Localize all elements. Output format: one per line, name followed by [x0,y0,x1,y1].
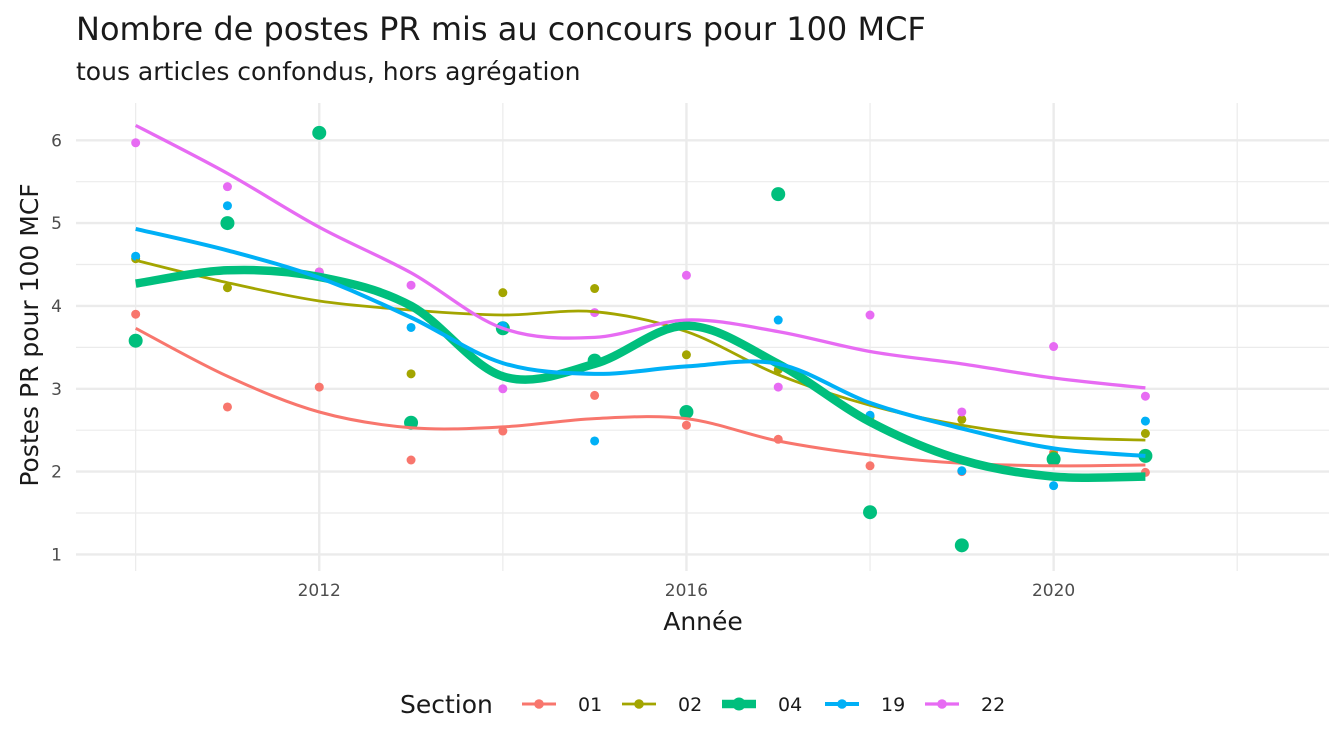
y-tick-label: 1 [51,545,62,565]
trend-line-01 [135,326,1146,468]
data-points [128,125,1153,553]
point-01 [222,402,232,412]
grid-major [76,103,1329,571]
point-02 [498,288,508,298]
x-tick-label: 2020 [1032,581,1075,601]
point-22 [406,280,416,290]
trend-line-04 [135,265,1146,483]
trend-line-19 [135,226,1146,458]
point-22 [131,138,141,148]
point-22 [1049,342,1059,352]
y-axis-title: Postes PR pour 100 MCF [15,183,44,486]
legend-item-22: 22 [925,694,1005,716]
x-tick-label: 2016 [665,581,708,601]
point-01 [865,461,875,471]
point-01 [131,309,141,319]
y-tick-label: 4 [51,297,62,317]
legend-key-point [837,699,847,709]
chart-subtitle: tous articles confondus, hors agrégation [76,57,581,86]
point-04 [679,404,694,419]
point-22 [1140,391,1150,401]
legend: Section 01 02 04 19 22 [400,690,1005,719]
legend-title: Section [400,690,493,719]
point-19 [131,251,141,261]
point-19 [222,201,232,211]
y-tick-label: 2 [51,463,62,483]
legend-label: 22 [981,694,1005,716]
point-02 [222,283,232,293]
point-04 [128,333,143,348]
point-01 [406,455,416,465]
point-01 [681,420,691,430]
point-02 [681,350,691,360]
point-19 [1140,416,1150,426]
point-04 [1046,452,1061,467]
legend-label: 01 [578,694,602,716]
point-04 [954,538,969,553]
legend-key-point [534,699,544,709]
chart-title: Nombre de postes PR mis au concours pour… [76,10,926,48]
legend-key-point [634,699,644,709]
point-01 [314,382,324,392]
point-19 [957,466,967,476]
y-tick-label: 6 [51,131,62,151]
legend-item-04: 04 [722,694,802,716]
point-22 [773,382,783,392]
point-22 [957,407,967,417]
legend-label: 02 [678,694,702,716]
point-04 [771,187,786,202]
point-04 [312,125,327,140]
trend-lines [134,123,1146,483]
point-04 [1138,448,1153,463]
legend-key-point [937,699,947,709]
legend-item-02: 02 [622,694,702,716]
point-04 [220,216,235,231]
point-22 [681,270,691,280]
point-01 [590,390,600,400]
legend-label: 04 [778,694,802,716]
point-22 [222,182,232,192]
legend-item-19: 19 [825,694,905,716]
trend-line-02 [135,259,1146,442]
point-22 [498,384,508,394]
point-02 [1140,428,1150,438]
point-02 [957,414,967,424]
legend-key-point [732,697,746,711]
y-tick-label: 3 [51,380,62,400]
point-19 [590,436,600,446]
grid-minor [76,103,1329,571]
x-axis-title: Année [663,607,743,636]
point-02 [406,369,416,379]
point-01 [498,426,508,436]
y-tick-label: 5 [51,214,62,234]
point-19 [406,322,416,332]
x-tick-labels: 2012 2016 2020 [298,581,1076,601]
trend-line-22 [134,123,1146,390]
point-22 [865,310,875,320]
legend-item-01: 01 [522,694,602,716]
point-19 [773,315,783,325]
point-19 [1049,481,1059,491]
x-tick-label: 2012 [298,581,341,601]
y-tick-labels: 1 2 3 4 5 6 [51,131,62,565]
point-04 [863,505,878,520]
point-02 [590,284,600,294]
legend-label: 19 [881,694,905,716]
